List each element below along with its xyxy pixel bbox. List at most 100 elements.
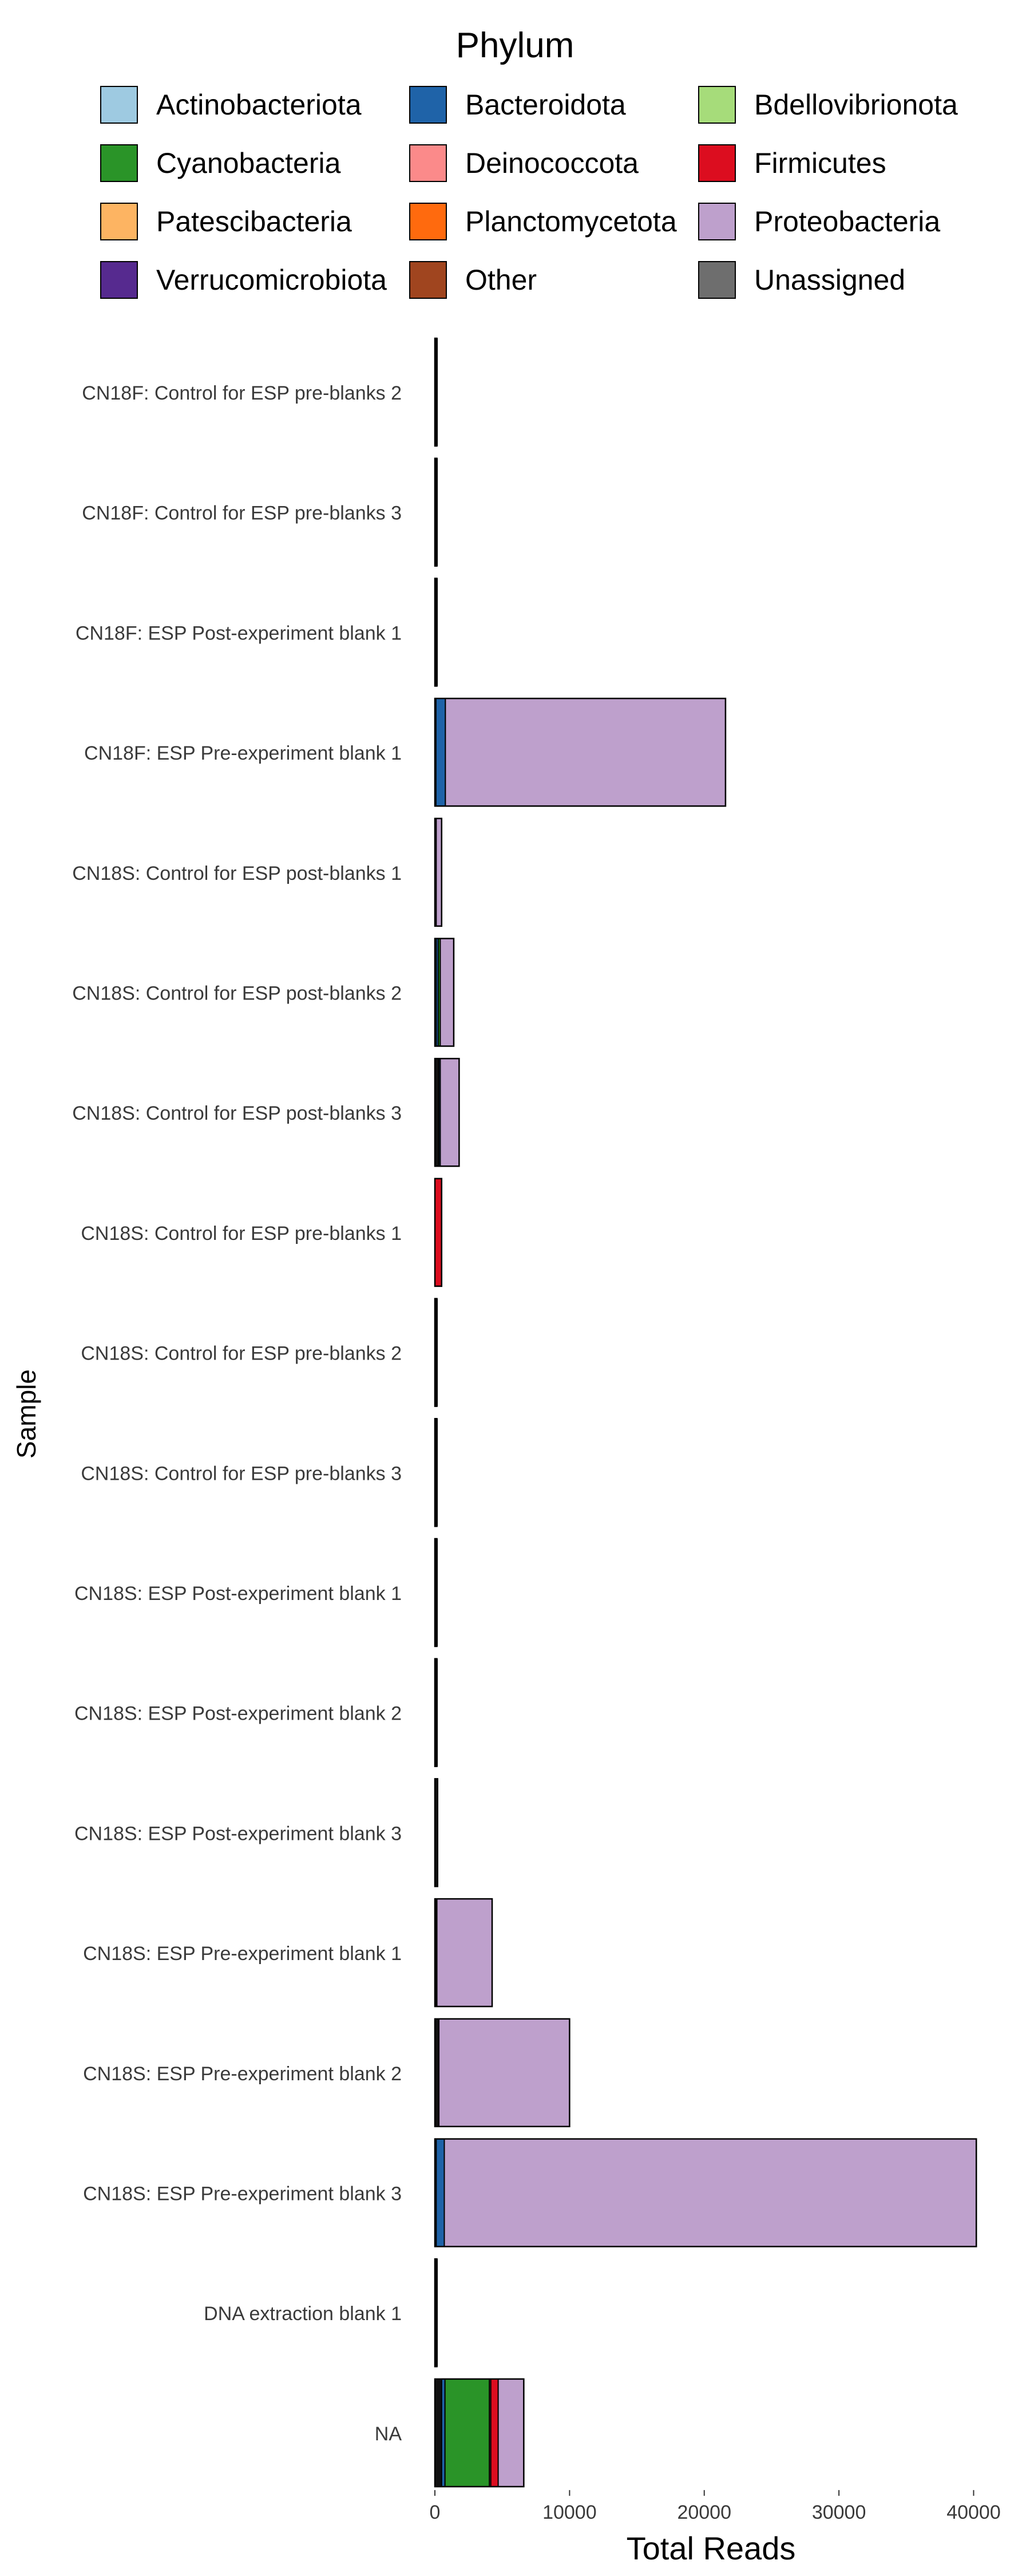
bar-segment-proteobacteria bbox=[435, 817, 442, 927]
legend-label-other: Other bbox=[465, 264, 537, 296]
y-tick-label: CN18F: ESP Pre-experiment blank 1 bbox=[84, 742, 402, 764]
bar-segment-bacteroidota bbox=[435, 2138, 445, 2247]
bar-segment-proteobacteria bbox=[439, 938, 454, 1047]
y-tick-label: CN18S: Control for ESP pre-blanks 1 bbox=[81, 1223, 402, 1244]
bar-outline bbox=[434, 1178, 443, 1287]
y-tick-label: CN18F: Control for ESP pre-blanks 2 bbox=[82, 382, 402, 404]
y-tick-label: CN18S: ESP Pre-experiment blank 3 bbox=[83, 2183, 402, 2205]
bar-outline bbox=[434, 2378, 525, 2488]
bar-outline bbox=[434, 1538, 438, 1647]
y-tick-label: CN18S: Control for ESP post-blanks 3 bbox=[72, 1103, 402, 1124]
legend-label-deinococcota: Deinococcota bbox=[465, 147, 639, 179]
x-tick-label: 40000 bbox=[946, 2502, 1001, 2523]
bar-outline bbox=[434, 697, 727, 807]
x-axis-title: Total Reads bbox=[627, 2530, 796, 2566]
x-tick-label: 30000 bbox=[812, 2502, 866, 2523]
legend-label-cyanobacteria: Cyanobacteria bbox=[156, 147, 341, 179]
bar-outline bbox=[434, 2018, 571, 2128]
legend-label-firmicutes: Firmicutes bbox=[754, 147, 886, 179]
bar-segment-dark bbox=[435, 1058, 439, 1167]
bar-segment-proteobacteria bbox=[438, 2018, 571, 2127]
bar-segment-dark bbox=[435, 2018, 439, 2127]
legend-item-other: Other bbox=[409, 260, 537, 300]
y-tick-label: CN18S: Control for ESP post-blanks 1 bbox=[72, 863, 402, 884]
legend-title: Phylum bbox=[455, 26, 575, 65]
bar-outline bbox=[434, 817, 443, 927]
legend-label-unassigned: Unassigned bbox=[754, 264, 906, 296]
y-tick-label: CN18S: ESP Post-experiment blank 1 bbox=[74, 1583, 402, 1605]
legend-swatch-proteobacteria bbox=[698, 203, 736, 240]
legend-item-patescibacteria: Patescibacteria bbox=[100, 202, 352, 242]
bar-segment-proteobacteria bbox=[439, 1058, 460, 1167]
legend-item-actinobacteriota: Actinobacteriota bbox=[100, 85, 362, 125]
legend-label-verrucomicrobiota: Verrucomicrobiota bbox=[156, 264, 387, 296]
legend-swatch-deinococcota bbox=[409, 144, 447, 182]
legend-item-bdellovibrionota: Bdellovibrionota bbox=[698, 85, 958, 125]
legend-swatch-planctomycetota bbox=[409, 203, 447, 240]
legend-swatch-firmicutes bbox=[698, 144, 736, 182]
x-tick-label: 0 bbox=[430, 2502, 441, 2523]
legend-swatch-verrucomicrobiota bbox=[100, 261, 138, 299]
y-tick-label: NA bbox=[375, 2423, 402, 2445]
bar-outline bbox=[434, 1898, 493, 2008]
legend-item-cyanobacteria: Cyanobacteria bbox=[100, 143, 340, 183]
bar-outline bbox=[434, 578, 438, 687]
legend-swatch-bdellovibrionota bbox=[698, 86, 736, 124]
bar-segment-dark bbox=[435, 1899, 438, 2007]
legend-item-bacteroidota: Bacteroidota bbox=[409, 85, 626, 125]
y-tick-label: DNA extraction blank 1 bbox=[204, 2303, 402, 2325]
legend-swatch-patescibacteria bbox=[100, 203, 138, 240]
bar-segment-proteobacteria bbox=[436, 1898, 493, 2008]
bar-outline bbox=[434, 457, 438, 567]
legend-label-planctomycetota: Planctomycetota bbox=[465, 206, 677, 238]
y-tick-label: CN18S: ESP Post-experiment blank 2 bbox=[74, 1703, 402, 1725]
bar-segment-firmicutes bbox=[434, 1178, 442, 1287]
legend-label-bdellovibrionota: Bdellovibrionota bbox=[754, 89, 958, 121]
legend-label-bacteroidota: Bacteroidota bbox=[465, 89, 626, 121]
legend-item-deinococcota: Deinococcota bbox=[409, 143, 639, 183]
bar-segment-proteobacteria bbox=[497, 2378, 525, 2487]
legend-swatch-cyanobacteria bbox=[100, 144, 138, 182]
bar-outline bbox=[434, 337, 438, 447]
bar-outline bbox=[434, 1778, 438, 1887]
y-tick-label: CN18S: ESP Pre-experiment blank 2 bbox=[83, 2063, 402, 2085]
bar-outline bbox=[434, 1298, 438, 1407]
y-tick-label: CN18F: ESP Post-experiment blank 1 bbox=[76, 622, 402, 644]
legend-label-patescibacteria: Patescibacteria bbox=[156, 206, 352, 238]
legend-swatch-bacteroidota bbox=[409, 86, 447, 124]
bar-outline bbox=[434, 938, 455, 1047]
legend-item-firmicutes: Firmicutes bbox=[698, 143, 886, 183]
legend: Phylum Actinobacteriota Bacteroidota Bdell… bbox=[0, 0, 1030, 321]
bar-segment-proteobacteria bbox=[445, 698, 726, 807]
bar-outline bbox=[434, 1658, 438, 1767]
y-tick-label: CN18S: ESP Post-experiment blank 3 bbox=[74, 1823, 402, 1844]
legend-label-proteobacteria: Proteobacteria bbox=[754, 206, 941, 238]
bar-segment-bacteroidota bbox=[435, 698, 446, 807]
y-tick-label: CN18S: Control for ESP pre-blanks 2 bbox=[81, 1343, 402, 1365]
bar-segment-firmicutes bbox=[490, 2378, 499, 2487]
legend-item-planctomycetota: Planctomycetota bbox=[409, 202, 677, 242]
y-tick-label: CN18S: Control for ESP post-blanks 2 bbox=[72, 983, 402, 1005]
legend-item-unassigned: Unassigned bbox=[698, 260, 905, 300]
legend-item-verrucomicrobiota: Verrucomicrobiota bbox=[100, 260, 387, 300]
bar-segment-cyanobacteria bbox=[444, 2378, 490, 2487]
y-axis-title: Sample bbox=[11, 1369, 41, 1459]
bar-segment-proteobacteria bbox=[443, 2138, 977, 2247]
legend-swatch-unassigned bbox=[698, 261, 736, 299]
y-tick-label: CN18S: ESP Pre-experiment blank 1 bbox=[83, 1943, 402, 1965]
bar-outline bbox=[434, 2138, 977, 2247]
bar-segment-dark bbox=[435, 1779, 438, 1887]
bar-outline bbox=[434, 1418, 438, 1527]
legend-swatch-other bbox=[409, 261, 447, 299]
y-tick-label: CN18F: Control for ESP pre-blanks 3 bbox=[82, 503, 402, 524]
legend-item-proteobacteria: Proteobacteria bbox=[698, 202, 940, 242]
bar-segment-dark bbox=[435, 2379, 442, 2487]
x-tick-label: 10000 bbox=[542, 2502, 597, 2523]
legend-swatch-actinobacteriota bbox=[100, 86, 138, 124]
bar-outline bbox=[434, 1057, 460, 1167]
legend-label-actinobacteriota: Actinobacteriota bbox=[156, 89, 362, 121]
x-tick-label: 20000 bbox=[677, 2502, 731, 2523]
y-tick-label: CN18S: Control for ESP pre-blanks 3 bbox=[81, 1463, 402, 1484]
bar-outline bbox=[434, 2258, 438, 2368]
